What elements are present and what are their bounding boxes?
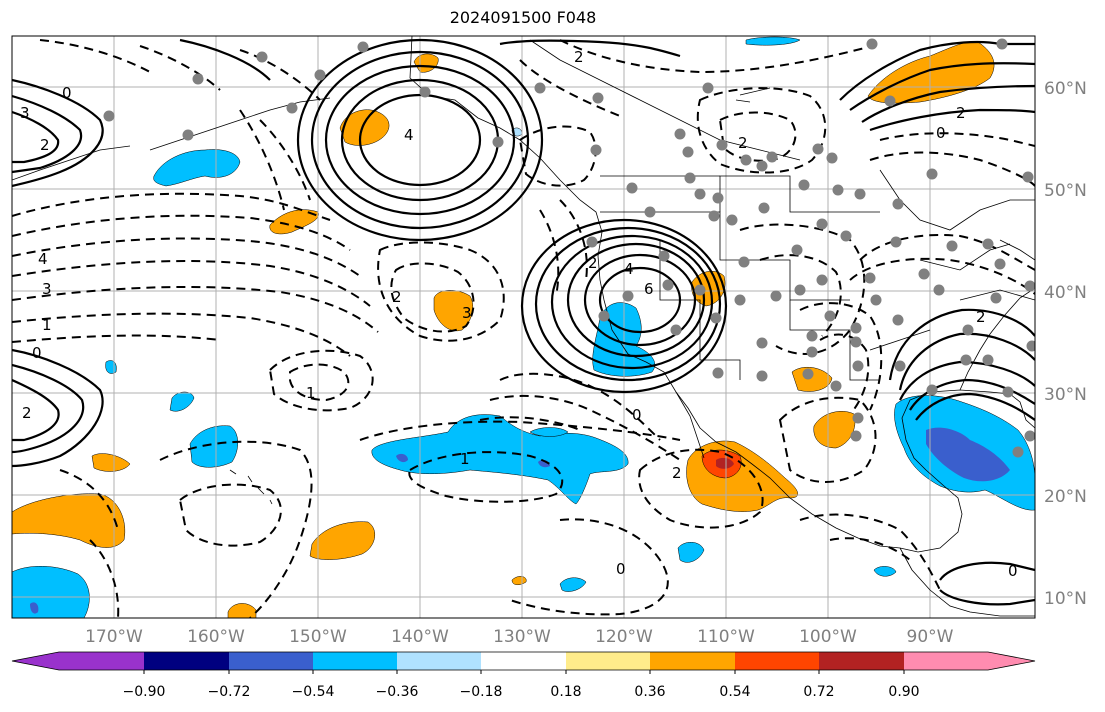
contour-label: 2 — [588, 254, 598, 272]
fill-red — [716, 457, 734, 469]
lat-label: 50°N — [1044, 181, 1087, 201]
contour-label: 0 — [1008, 562, 1018, 580]
contour-label: 2 — [976, 308, 986, 326]
fill-orange — [867, 41, 995, 104]
contour-label: 1 — [306, 384, 316, 402]
fill-blue — [677, 542, 705, 563]
colorbar-segment — [144, 652, 229, 670]
contour-label: 1 — [42, 316, 52, 334]
colorbar-tick-label: 0.18 — [550, 684, 581, 700]
longitude-axis: 170°W 160°W 150°W 140°W 130°W 120°W 110°… — [85, 627, 954, 647]
contour-label: 2 — [574, 48, 584, 66]
lat-label: 60°N — [1044, 79, 1087, 99]
colorbar-segment — [229, 652, 313, 670]
fill-blue — [559, 577, 587, 592]
colorbar: −0.90 −0.72 −0.54 −0.36 −0.18 0.18 0.36 … — [11, 651, 1036, 700]
contour-label: 4 — [404, 126, 414, 144]
contour-label: 0 — [32, 344, 42, 362]
latitude-axis: 60°N 50°N 40°N 30°N 20°N 10°N — [1044, 79, 1087, 609]
colorbar-segment — [59, 652, 144, 670]
contour-labels: 4 6 4 2 0 1 3 4 2 1 0 2 1 2 3 2 0 2 2 2 … — [20, 48, 1018, 580]
lon-label: 150°W — [289, 627, 347, 647]
lon-label: 170°W — [85, 627, 143, 647]
fill-blue — [745, 36, 801, 46]
map-area — [12, 36, 1035, 618]
fill-orange — [309, 521, 376, 560]
contour-label: 2 — [738, 134, 748, 152]
fill-orange — [791, 366, 833, 392]
fill-blue — [105, 360, 117, 374]
lat-label: 20°N — [1044, 487, 1087, 507]
contour-label: 0 — [936, 124, 946, 142]
contour-label: 3 — [20, 104, 30, 122]
fill-blue — [153, 149, 241, 187]
colorbar-tick-label: 0.54 — [719, 684, 750, 700]
lat-label: 40°N — [1044, 283, 1087, 303]
contour-label: 2 — [22, 404, 32, 422]
lat-label: 30°N — [1044, 385, 1087, 405]
contour-label: 3 — [42, 280, 52, 298]
contour-label: 0 — [62, 84, 72, 102]
contour-label: 4 — [38, 250, 48, 268]
lon-label: 90°W — [907, 627, 954, 647]
colorbar-tick-label: −0.36 — [376, 684, 419, 700]
fill-blue-dark — [30, 602, 39, 614]
contours-solid — [12, 38, 1035, 606]
contour-label: 2 — [956, 104, 966, 122]
fill-orange — [227, 603, 257, 618]
fill-blue-dark — [396, 453, 408, 463]
fill-blue — [12, 565, 90, 618]
lon-label: 100°W — [799, 627, 857, 647]
colorbar-tick-label: −0.18 — [460, 684, 503, 700]
colorbar-tick-label: −0.90 — [123, 684, 166, 700]
contour-label: 2 — [40, 136, 50, 154]
colorbar-segment — [819, 652, 904, 670]
fill-blue — [189, 425, 238, 468]
colorbar-outline — [11, 651, 1036, 671]
fill-orange — [91, 453, 131, 472]
fill-blue-dark — [926, 427, 1010, 482]
fill-orange — [269, 209, 319, 235]
lon-label: 110°W — [697, 627, 755, 647]
colorbar-tick-label: 0.90 — [888, 684, 919, 700]
contour-label: 1 — [460, 450, 470, 468]
colorbar-segment — [481, 652, 566, 670]
contour-label: 3 — [462, 304, 472, 322]
lon-label: 120°W — [595, 627, 653, 647]
colorbar-tick-label: 0.36 — [634, 684, 665, 700]
contour-label: 6 — [644, 280, 654, 298]
station-markers — [103, 38, 1035, 458]
lon-label: 160°W — [187, 627, 245, 647]
contour-label: 2 — [392, 288, 402, 306]
lon-label: 130°W — [493, 627, 551, 647]
fill-blue — [529, 427, 569, 437]
colorbar-tick-label: 0.72 — [803, 684, 834, 700]
contour-label: 4 — [624, 260, 634, 278]
fill-orange — [511, 576, 527, 585]
map-title: 2024091500 F048 — [449, 8, 597, 27]
colorbar-segment — [904, 652, 988, 670]
map-frame — [11, 35, 1036, 619]
lon-label: 140°W — [391, 627, 449, 647]
colorbar-extend-low — [12, 652, 59, 670]
colorbar-segment — [735, 652, 819, 670]
fill-blue — [371, 414, 629, 505]
contours-dashed — [12, 39, 1035, 618]
lat-label: 10°N — [1044, 589, 1087, 609]
colorbar-tick-label: −0.72 — [208, 684, 251, 700]
colorbar-segment — [397, 652, 481, 670]
fill-blue — [873, 566, 897, 577]
contour-label: 0 — [616, 560, 626, 578]
colorbar-segment — [566, 652, 650, 670]
colorbar-tick-label: −0.54 — [292, 684, 335, 700]
colorbar-extend-high — [988, 652, 1035, 670]
colorbar-segment — [313, 652, 397, 670]
contour-label: 0 — [632, 406, 642, 424]
colorbar-segment — [650, 652, 735, 670]
contour-label: 2 — [672, 464, 682, 482]
